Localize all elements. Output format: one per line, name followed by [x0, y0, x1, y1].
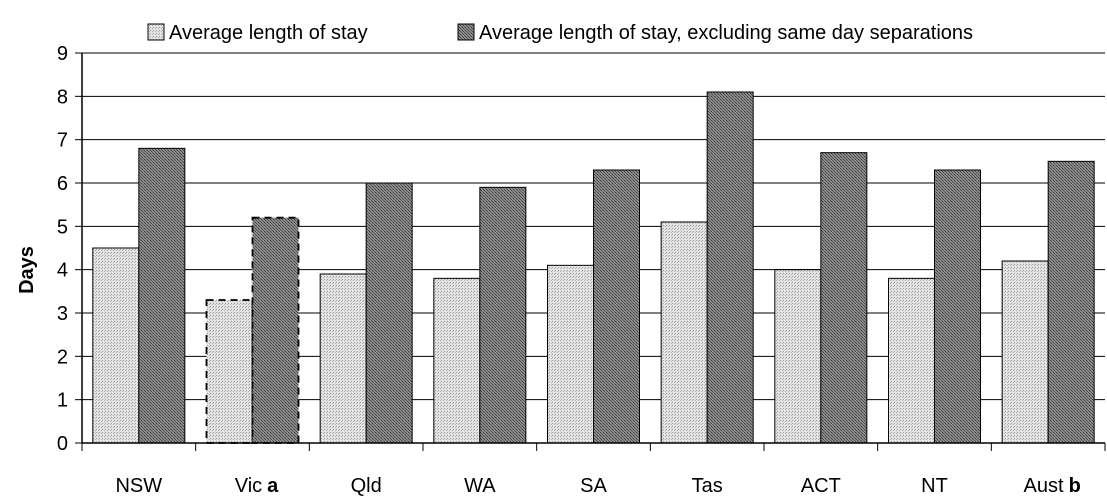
legend: Average length of stay Average length of … — [147, 22, 973, 44]
bar-act-series-1 — [774, 269, 822, 444]
bar-sa-series-1 — [547, 264, 594, 444]
bar-nsw-series-2 — [138, 147, 186, 444]
x-category-label-act: ACT — [801, 475, 841, 496]
x-category-label-tas: Tas — [692, 475, 723, 496]
bar-act-series-2 — [820, 152, 868, 444]
y-tick-label: 5 — [57, 216, 68, 238]
bar-aust-series-1 — [1001, 260, 1049, 444]
legend-swatch-series-1 — [147, 23, 165, 41]
bar-qld-series-1 — [319, 273, 367, 444]
x-category-label-nsw: NSW — [115, 475, 162, 496]
bar-wa-series-1 — [433, 277, 481, 444]
bar-wa-series-2 — [479, 186, 527, 444]
y-tick-label: 4 — [57, 260, 68, 282]
bar-vic-series-1 — [205, 299, 254, 444]
bar-nsw-series-1 — [92, 247, 140, 444]
legend-label-series-2: Average length of stay, excluding same d… — [479, 22, 973, 44]
x-category-label-qld: Qld — [351, 475, 382, 496]
bar-tas-series-1 — [660, 221, 708, 444]
y-tick-label: 8 — [57, 86, 68, 108]
category-note: b — [1069, 475, 1081, 496]
y-tick-label: 3 — [57, 303, 68, 325]
y-tick-label: 0 — [57, 433, 68, 455]
y-axis-title: Days — [16, 246, 38, 294]
x-category-label-wa: WA — [464, 475, 496, 496]
x-category-label-aust: Aust b — [1024, 475, 1081, 496]
x-category-label-sa: SA — [580, 475, 607, 496]
y-axis-ticks: 0 1 2 3 4 5 6 7 8 9 — [57, 43, 82, 455]
bar-sa-series-2 — [593, 169, 640, 444]
bar-aust-series-2 — [1047, 160, 1095, 444]
x-category-label-nt: NT — [921, 475, 948, 496]
bar-vic-series-2 — [251, 216, 300, 444]
y-tick-label: 7 — [57, 130, 68, 152]
y-tick-label: 2 — [57, 346, 68, 368]
y-tick-label: 6 — [57, 173, 68, 195]
legend-swatch-series-2 — [457, 23, 475, 41]
y-tick-label: 9 — [57, 43, 68, 65]
category-note: a — [267, 475, 279, 496]
axes — [81, 53, 1106, 451]
bar-nt-series-1 — [888, 277, 935, 444]
x-axis-labels: NSW Vic a Qld WA SA Tas ACT NT Aust b — [115, 475, 1080, 496]
bar-tas-series-2 — [706, 91, 754, 444]
legend-label-series-1: Average length of stay — [169, 22, 368, 44]
x-category-label-vic: Vic a — [235, 475, 279, 496]
bars — [92, 91, 1095, 444]
bar-qld-series-2 — [365, 182, 413, 444]
y-tick-label: 1 — [57, 390, 68, 412]
bar-nt-series-2 — [934, 169, 981, 444]
